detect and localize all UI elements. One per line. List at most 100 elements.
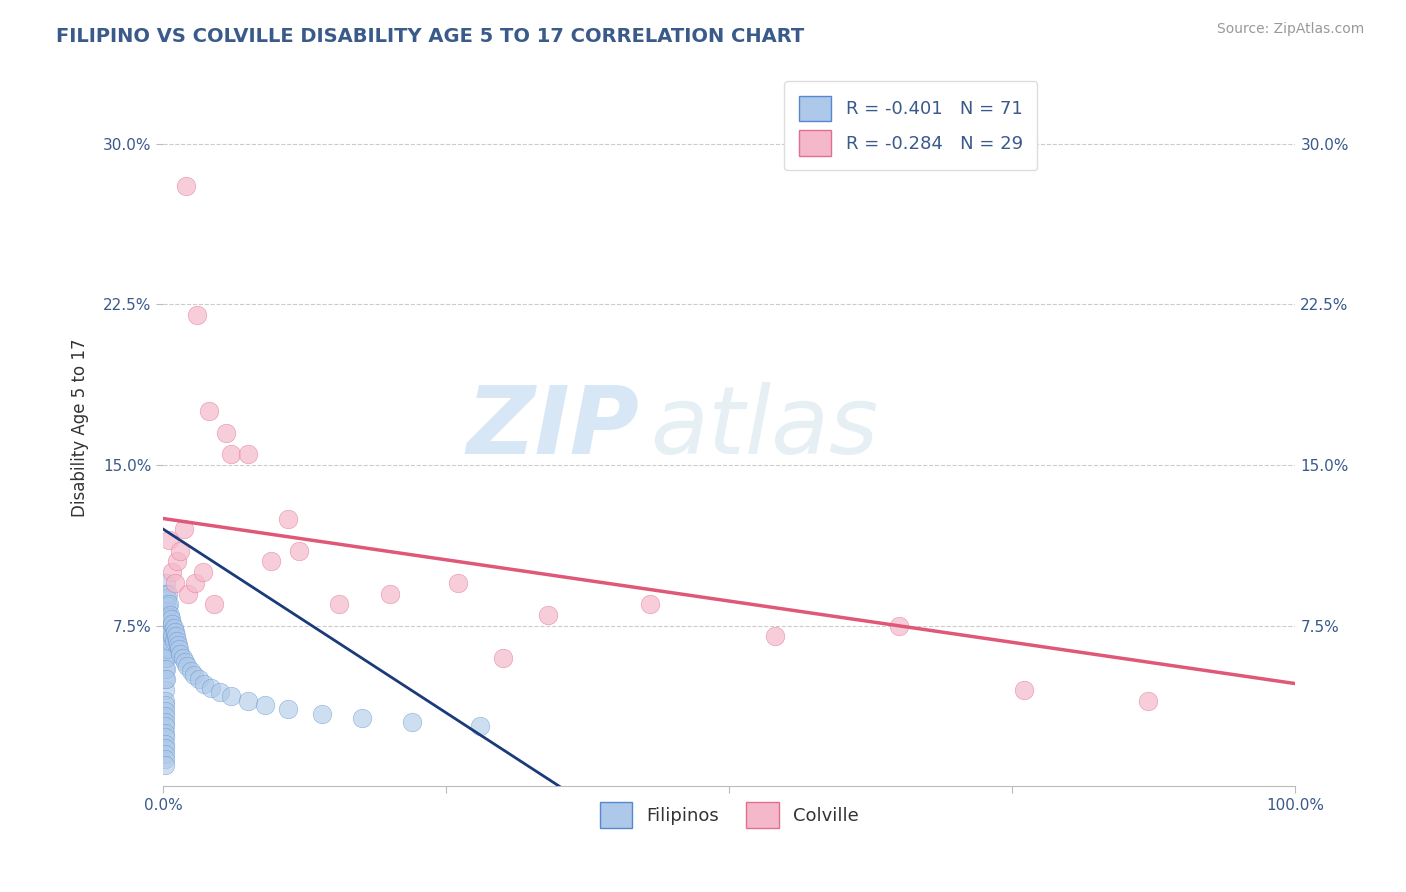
Point xyxy=(889,619,911,633)
Point xyxy=(153,698,176,712)
Point xyxy=(174,655,197,669)
Point xyxy=(215,425,238,440)
Point xyxy=(238,447,260,461)
Point xyxy=(260,554,283,568)
Point xyxy=(156,599,179,614)
Point xyxy=(153,673,176,687)
Point xyxy=(208,685,231,699)
Point xyxy=(155,630,177,644)
Point xyxy=(155,640,177,655)
Point xyxy=(1012,683,1035,698)
Point xyxy=(492,651,515,665)
Point xyxy=(160,612,183,626)
Point xyxy=(191,565,214,579)
Point xyxy=(157,623,180,637)
Point xyxy=(155,597,177,611)
Point xyxy=(163,575,186,590)
Point xyxy=(197,404,219,418)
Y-axis label: Disability Age 5 to 17: Disability Age 5 to 17 xyxy=(72,338,89,516)
Point xyxy=(157,597,180,611)
Point xyxy=(186,308,208,322)
Point xyxy=(157,610,180,624)
Point xyxy=(200,681,222,695)
Point xyxy=(238,694,260,708)
Point xyxy=(169,543,191,558)
Point xyxy=(183,668,205,682)
Legend: Filipinos, Colville: Filipinos, Colville xyxy=(592,795,866,835)
Point xyxy=(288,543,311,558)
Point xyxy=(537,607,560,622)
Point xyxy=(156,616,179,631)
Point xyxy=(153,719,176,733)
Point xyxy=(156,642,179,657)
Point xyxy=(160,625,183,640)
Point xyxy=(153,708,176,723)
Point xyxy=(328,597,350,611)
Point xyxy=(378,586,401,600)
Point xyxy=(159,633,181,648)
Point xyxy=(447,575,470,590)
Point xyxy=(156,591,179,605)
Point xyxy=(153,662,176,676)
Point xyxy=(153,715,176,730)
Point xyxy=(165,630,187,644)
Point xyxy=(169,642,191,657)
Point xyxy=(1137,694,1160,708)
Point xyxy=(159,621,181,635)
Point xyxy=(277,702,299,716)
Point xyxy=(174,179,197,194)
Point xyxy=(401,715,423,730)
Point xyxy=(156,612,179,626)
Point xyxy=(155,575,177,590)
Point xyxy=(162,630,184,644)
Point xyxy=(155,673,177,687)
Point xyxy=(187,673,209,687)
Point xyxy=(277,511,299,525)
Point xyxy=(221,690,243,704)
Text: atlas: atlas xyxy=(650,382,879,473)
Point xyxy=(173,522,195,536)
Point xyxy=(763,630,786,644)
Point xyxy=(155,607,177,622)
Point xyxy=(162,621,184,635)
Point xyxy=(176,659,198,673)
Point xyxy=(638,597,661,611)
Point xyxy=(153,747,176,762)
Point xyxy=(177,586,200,600)
Point xyxy=(153,730,176,744)
Point xyxy=(350,711,373,725)
Point xyxy=(159,607,181,622)
Text: ZIP: ZIP xyxy=(465,382,638,474)
Point xyxy=(153,740,176,755)
Point xyxy=(153,751,176,765)
Point xyxy=(311,706,333,721)
Point xyxy=(254,698,277,712)
Point xyxy=(156,586,179,600)
Point xyxy=(155,619,177,633)
Point xyxy=(153,705,176,719)
Point xyxy=(163,625,186,640)
Text: FILIPINO VS COLVILLE DISABILITY AGE 5 TO 17 CORRELATION CHART: FILIPINO VS COLVILLE DISABILITY AGE 5 TO… xyxy=(56,27,804,45)
Point xyxy=(162,633,184,648)
Point xyxy=(153,694,176,708)
Point xyxy=(172,651,194,665)
Point xyxy=(153,758,176,772)
Text: Source: ZipAtlas.com: Source: ZipAtlas.com xyxy=(1216,22,1364,37)
Point xyxy=(169,647,191,661)
Point xyxy=(156,604,179,618)
Point xyxy=(156,625,179,640)
Point xyxy=(162,616,184,631)
Point xyxy=(155,651,177,665)
Point xyxy=(184,575,207,590)
Point xyxy=(153,683,176,698)
Point xyxy=(153,737,176,751)
Point xyxy=(155,662,177,676)
Point xyxy=(155,586,177,600)
Point xyxy=(202,597,225,611)
Point xyxy=(157,533,180,547)
Point xyxy=(180,664,202,678)
Point xyxy=(166,554,188,568)
Point xyxy=(162,565,184,579)
Point xyxy=(153,726,176,740)
Point xyxy=(153,651,176,665)
